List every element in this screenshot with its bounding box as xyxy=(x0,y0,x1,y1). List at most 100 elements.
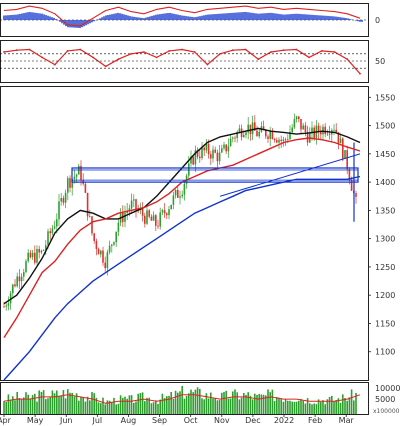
volume-bar xyxy=(236,392,238,414)
volume-bar xyxy=(309,403,311,414)
osc2-point xyxy=(181,48,183,51)
volume-bar xyxy=(337,398,340,414)
volume-bar xyxy=(287,400,289,414)
volume-bar xyxy=(353,400,355,414)
price-tick-label: 1500 xyxy=(375,122,395,131)
candle-body xyxy=(212,149,214,159)
candle-body xyxy=(62,198,65,203)
volume-bar xyxy=(20,398,23,414)
candle-body xyxy=(64,192,67,203)
osc2-point xyxy=(244,48,247,51)
volume-bar xyxy=(344,398,346,414)
candle-body xyxy=(298,116,300,120)
candle-body xyxy=(243,135,245,138)
candle-body xyxy=(350,180,353,191)
volume-bar xyxy=(212,398,214,414)
candle-body xyxy=(306,131,309,143)
candle-body xyxy=(225,144,227,152)
candle-body xyxy=(269,130,271,139)
volume-bar xyxy=(100,403,102,414)
candle-body xyxy=(245,132,247,136)
price-tick-label: 1350 xyxy=(375,206,395,215)
candle-body xyxy=(97,248,100,255)
candle-body xyxy=(3,306,5,308)
volume-bar xyxy=(89,400,91,414)
volume-bar xyxy=(218,399,221,414)
candle-body xyxy=(322,126,324,135)
price-tick-label: 1100 xyxy=(375,348,395,357)
candle-body xyxy=(135,199,137,210)
candle-body xyxy=(168,209,170,216)
candle-body xyxy=(293,119,296,128)
volume-bar xyxy=(31,395,34,414)
candle-body xyxy=(177,189,179,198)
volume-bar xyxy=(355,392,357,414)
volume-bar xyxy=(49,397,51,414)
volume-bar xyxy=(60,396,62,414)
candle-body xyxy=(148,210,150,217)
volume-bar xyxy=(139,393,142,414)
volume-bar xyxy=(111,402,113,414)
volume-bar xyxy=(203,399,205,414)
volume-bar xyxy=(216,400,219,414)
volume-bar xyxy=(300,398,302,414)
volume-bar xyxy=(38,390,40,414)
volume-bar xyxy=(181,385,183,414)
volume-bar xyxy=(36,401,38,414)
osc2-point xyxy=(15,49,18,52)
candle-body xyxy=(58,201,60,220)
panel-frame xyxy=(0,40,369,83)
volume-bar xyxy=(190,389,192,414)
volume-average-line xyxy=(3,394,361,404)
price-panel: 1100 1150 1200 1250 1300 1350 1400 1450 1500 1550 xyxy=(0,86,395,381)
candle-body xyxy=(337,132,340,144)
candle-body xyxy=(339,138,342,144)
volume-bar xyxy=(5,401,7,414)
volume-bar xyxy=(95,397,98,414)
volume-bar xyxy=(16,392,18,414)
osc2-point xyxy=(193,51,196,53)
volume-bar xyxy=(291,401,293,414)
volume-bar xyxy=(82,397,84,414)
volume-bar xyxy=(157,403,159,414)
volume-bar xyxy=(56,390,58,414)
volume-bar xyxy=(342,394,344,414)
volume-bar xyxy=(282,401,285,414)
volume-bar xyxy=(91,392,93,414)
candle-body xyxy=(45,245,47,251)
volume-bar xyxy=(97,402,100,414)
volume-bar xyxy=(40,391,43,414)
volume-bar xyxy=(350,389,353,414)
osc2-point xyxy=(3,51,5,53)
volume-bar xyxy=(335,399,337,414)
candle-body xyxy=(254,122,256,131)
volume-bar xyxy=(62,390,65,414)
volume-bar xyxy=(258,393,260,414)
volume-bar xyxy=(108,400,111,414)
volume-bar xyxy=(64,398,67,414)
candle-body xyxy=(179,196,181,198)
candle-body xyxy=(188,163,190,176)
candle-body xyxy=(287,139,289,140)
volume-bar xyxy=(150,403,153,414)
candle-body xyxy=(267,136,269,139)
candle-body xyxy=(71,178,73,188)
volume-bar xyxy=(313,403,315,414)
volume-bar xyxy=(320,401,322,414)
candle-body xyxy=(344,150,346,159)
candle-body xyxy=(49,231,51,234)
candle-body xyxy=(232,137,234,139)
volume-bar xyxy=(119,395,122,414)
volume-bar xyxy=(155,400,157,414)
volume-bar xyxy=(276,397,278,414)
volume-bar xyxy=(311,404,313,414)
osc2-point xyxy=(104,65,107,68)
osc2-point xyxy=(155,56,158,59)
osc2-point xyxy=(270,51,272,53)
volume-bar xyxy=(289,400,291,414)
candle-body xyxy=(51,228,54,234)
candle-body xyxy=(12,284,14,294)
volume-bar xyxy=(106,400,109,414)
osc2-point xyxy=(333,51,336,53)
candle-body xyxy=(5,305,7,307)
